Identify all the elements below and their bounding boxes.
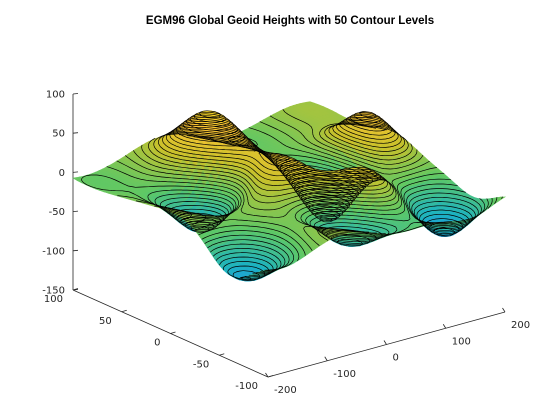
z-tick-mark — [72, 210, 79, 212]
y-tick-label: 100 — [44, 294, 63, 305]
z-tick-label: 100 — [46, 90, 65, 101]
y-tick-mark — [170, 331, 176, 334]
chart-title: EGM96 Global Geoid Heights with 50 Conto… — [146, 15, 434, 27]
z-tick-label: 0 — [59, 168, 65, 179]
x-tick-label: 100 — [452, 336, 471, 347]
x-tick-mark — [502, 307, 506, 313]
z-tick-label: -100 — [42, 246, 65, 257]
x-tick-label: -200 — [274, 385, 297, 396]
x-tick-label: 0 — [393, 353, 399, 364]
y-tick-label: -50 — [193, 359, 209, 370]
surface-plot — [72, 101, 507, 282]
z-tick-label: 50 — [52, 129, 65, 140]
y-tick-label: 50 — [99, 316, 112, 327]
y-tick-label: 0 — [154, 338, 160, 349]
z-tick-mark — [72, 93, 79, 95]
y-tick-mark — [219, 353, 225, 356]
y-tick-label: -100 — [235, 381, 258, 392]
z-tick-mark — [72, 171, 79, 173]
x-tick-mark — [442, 324, 447, 329]
z-tick-mark — [72, 132, 79, 134]
x-tick-mark — [383, 340, 387, 345]
z-tick-mark — [72, 249, 79, 252]
x-tick-mark — [324, 356, 328, 361]
y-tick-mark — [267, 375, 274, 378]
x-tick-label: -100 — [333, 369, 356, 380]
y-tick-mark — [121, 309, 127, 313]
x-tick-label: 200 — [511, 320, 530, 331]
z-tick-label: -50 — [49, 207, 65, 218]
